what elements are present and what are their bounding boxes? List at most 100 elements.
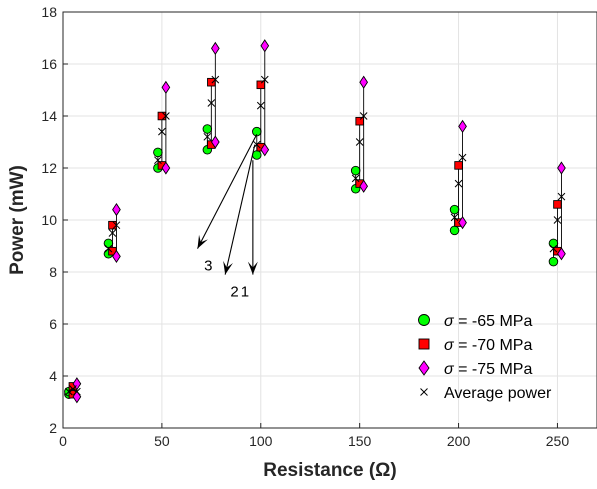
average-point: [104, 244, 113, 253]
data-point-g75: [210, 135, 220, 149]
y-tick-label: 4: [49, 368, 57, 384]
average-point-stroke: [450, 213, 459, 222]
average-point: [260, 75, 269, 84]
legend-item: σ = -65 MPa: [418, 313, 532, 330]
resistance-group: [202, 41, 220, 155]
data-point-g65: [449, 204, 460, 215]
data-point-g75: [112, 249, 121, 264]
y-tick-label: 8: [49, 264, 57, 280]
resistance-group: [449, 119, 467, 236]
average-point: [454, 179, 463, 188]
y-axis-label: Power (mW): [7, 165, 28, 275]
legend-text: = -70 MPa: [454, 337, 533, 354]
x-tick-label: 0: [59, 433, 67, 449]
legend-marker-g70: [418, 338, 430, 350]
average-point-stroke: [104, 244, 113, 253]
y-tick-label: 12: [41, 160, 57, 176]
average-point-stroke: [359, 112, 368, 120]
legend-text: = -75 MPa: [454, 361, 533, 378]
arrow-shaft: [224, 144, 256, 275]
legend-label: σ = -65 MPa: [444, 313, 532, 330]
data-point-g75: [359, 179, 369, 193]
legend-sigma: σ: [444, 361, 455, 378]
average-point-stroke: [73, 387, 81, 396]
data-point-g65: [252, 150, 262, 160]
legend-marker-g65: [418, 314, 430, 326]
legend-sigma: σ: [444, 337, 455, 354]
data-point-g75: [161, 80, 171, 95]
average-point-stroke: [207, 99, 216, 107]
average-point: [553, 216, 562, 224]
average-point: [207, 99, 216, 107]
arrow-head: [247, 261, 258, 275]
average-point: [355, 138, 364, 146]
data-point-g65: [449, 225, 460, 236]
x-axis-label: Resistance (Ω): [263, 460, 397, 481]
annotation-arrow: 3: [197, 133, 258, 275]
average-point: [549, 244, 558, 253]
average-point: [557, 192, 566, 201]
resistance-group: [548, 161, 566, 267]
data-point-g65: [202, 124, 213, 134]
data-point-g75: [112, 202, 121, 217]
average-point-stroke: [69, 385, 77, 393]
data-point-g75: [161, 161, 171, 175]
legend-marker-g75: [418, 360, 430, 376]
annotation-label: 1: [241, 284, 249, 301]
data-point-g65: [548, 238, 559, 249]
average-point-stroke: [557, 192, 566, 201]
average-point-stroke: [351, 174, 360, 183]
data-point-g65: [103, 238, 114, 249]
average-point: [203, 132, 212, 141]
data-point-g70: [157, 111, 167, 121]
legend-marker-avg-stroke: [420, 388, 428, 396]
average-point-stroke: [458, 153, 467, 162]
average-point-stroke: [203, 132, 212, 141]
average-point-stroke: [553, 216, 562, 224]
data-point-g70: [553, 200, 562, 209]
y-tick-label: 10: [41, 212, 57, 228]
average-point: [154, 156, 162, 165]
y-tick-label: 18: [41, 4, 57, 20]
annotation-label: 2: [230, 284, 238, 301]
average-point-stroke: [260, 75, 269, 84]
average-point-stroke: [355, 138, 364, 146]
annotation-arrow: 1: [241, 160, 258, 301]
average-point-stroke: [158, 127, 166, 136]
data-point-g65: [153, 147, 163, 158]
data-point-g75: [458, 119, 467, 134]
average-point-stroke: [154, 156, 162, 165]
x-tick-label: 50: [154, 433, 170, 449]
data-point-g75: [210, 41, 220, 56]
data-point-g70: [355, 116, 364, 126]
data-point-g75: [260, 143, 270, 157]
resistance-group: [350, 75, 369, 194]
y-tick-label: 14: [41, 108, 57, 124]
average-point-stroke: [256, 101, 265, 110]
average-point: [108, 229, 117, 237]
data-point-g70: [454, 161, 463, 170]
data-point-g75: [557, 161, 566, 175]
data-point-g75: [72, 377, 82, 391]
average-point: [69, 385, 77, 393]
average-point: [211, 75, 220, 84]
data-point-g75: [557, 247, 566, 261]
y-tick-label: 6: [49, 316, 57, 332]
legend-item: σ = -75 MPa: [418, 360, 533, 378]
average-point: [112, 221, 121, 230]
arrow-head: [223, 260, 233, 275]
annotations: 12 3: [197, 133, 258, 301]
data-point-g65: [548, 256, 559, 267]
annotation-arrow: 2: [223, 144, 256, 301]
y-tick-labels: 2 4 6 8 10 12 14 16 18: [41, 4, 57, 436]
x-tick-labels: 0 50 100 150 200 250: [59, 433, 569, 449]
average-point: [73, 387, 81, 396]
data-point-g70: [207, 77, 216, 87]
average-point: [359, 112, 368, 120]
average-point-stroke: [211, 75, 220, 84]
data-point-g70: [108, 220, 117, 230]
x-tick-label: 150: [348, 433, 372, 449]
data-point-g75: [458, 215, 467, 230]
